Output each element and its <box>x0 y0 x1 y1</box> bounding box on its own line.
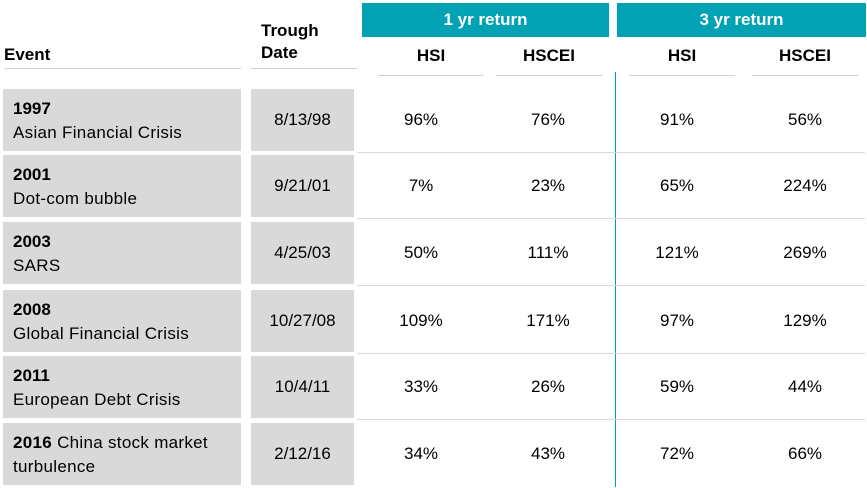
row-divider <box>357 152 865 153</box>
hsi-3yr-cell: 91% <box>659 110 695 129</box>
hscei-3yr-cell: 269% <box>783 243 827 262</box>
trough-date-header: Trough Date <box>261 20 319 64</box>
event-name: Asian Financial Crisis <box>13 123 183 142</box>
event-year: 2011 <box>13 366 50 385</box>
event-header: Event <box>4 45 51 64</box>
hsi-3yr-cell: 72% <box>659 444 695 463</box>
hscei-3yr-cell: 56% <box>787 110 823 129</box>
hscei-3yr-cell: 129% <box>783 311 827 330</box>
table-row-event: 2016 China stock market turbulence <box>3 423 241 485</box>
row-divider <box>357 218 865 219</box>
event-year: 1997 <box>13 99 51 118</box>
event-name: European Debt Crisis <box>13 390 181 409</box>
hsi-1yr-cell: 96% <box>403 110 439 129</box>
group-separator-line <box>615 72 616 487</box>
hsi-3yr-cell: 97% <box>659 311 695 330</box>
trough-date-line1: Trough <box>261 21 319 40</box>
event-name: Dot-com bubble <box>13 189 138 208</box>
hscei-3yr-cell: 44% <box>787 377 823 396</box>
col-header-hsi-3yr: HSI <box>629 37 735 76</box>
trough-date-cell: 8/13/98 <box>251 89 354 151</box>
table-row-event: 2011 European Debt Crisis <box>3 356 241 418</box>
trough-date-cell: 9/21/01 <box>251 155 354 217</box>
col-header-hscei-3yr: HSCEI <box>752 37 858 76</box>
table-row-event: 2008 Global Financial Crisis <box>3 290 241 352</box>
event-name-text: China stock market turbulence <box>13 433 208 476</box>
event-year: 2016 <box>13 433 53 452</box>
table-row-event: 2003 SARS <box>3 222 241 284</box>
event-header-underline <box>4 68 241 69</box>
event-year: 2003 <box>13 232 51 251</box>
trough-date-cell: 10/27/08 <box>251 290 354 352</box>
event-name: SARS <box>13 256 61 275</box>
row-divider <box>357 285 865 286</box>
hscei-3yr-cell: 224% <box>783 176 827 195</box>
trough-date-cell: 10/4/11 <box>251 356 354 418</box>
group-1yr-band: 1 yr return <box>362 3 609 37</box>
hscei-1yr-cell: 26% <box>530 377 566 396</box>
group-3yr-band: 3 yr return <box>617 3 866 37</box>
hsi-1yr-cell: 34% <box>403 444 439 463</box>
hscei-1yr-cell: 43% <box>530 444 566 463</box>
hsi-1yr-cell: 7% <box>408 176 434 195</box>
hsi-3yr-cell: 121% <box>655 243 699 262</box>
table-row-event: 2001 Dot-com bubble <box>3 155 241 217</box>
hsi-3yr-cell: 65% <box>659 176 695 195</box>
table-row-event: 1997 Asian Financial Crisis <box>3 89 241 151</box>
hscei-1yr-cell: 171% <box>526 311 570 330</box>
hscei-3yr-cell: 66% <box>787 444 823 463</box>
event-year: 2008 <box>13 300 51 319</box>
trough-date-cell: 2/12/16 <box>251 423 354 485</box>
row-divider <box>357 353 865 354</box>
col-header-hscei-1yr: HSCEI <box>496 37 602 76</box>
hsi-3yr-cell: 59% <box>659 377 695 396</box>
event-name: Global Financial Crisis <box>13 324 190 343</box>
hscei-1yr-cell: 76% <box>530 110 566 129</box>
row-divider <box>357 419 865 420</box>
hsi-1yr-cell: 33% <box>403 377 439 396</box>
event-year: 2001 <box>13 165 51 184</box>
event-name: 2016 China stock market turbulence <box>13 431 231 479</box>
trough-date-cell: 4/25/03 <box>251 222 354 284</box>
hscei-1yr-cell: 23% <box>530 176 566 195</box>
hsi-1yr-cell: 50% <box>403 243 439 262</box>
hscei-1yr-cell: 111% <box>527 243 569 262</box>
col-header-hsi-1yr: HSI <box>378 37 484 76</box>
trough-header-underline <box>251 68 357 69</box>
trough-date-line2: Date <box>261 43 298 62</box>
hsi-1yr-cell: 109% <box>399 311 443 330</box>
